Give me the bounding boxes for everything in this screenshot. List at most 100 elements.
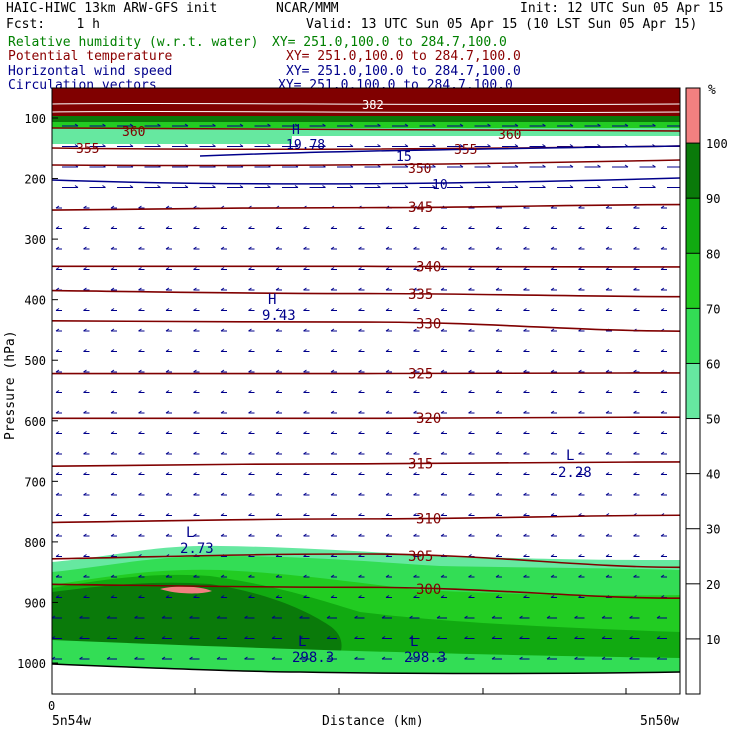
vector-arrow-head: [546, 636, 551, 639]
extremum-l-left-letter: L: [186, 525, 194, 541]
vector-arrow-head: [385, 246, 390, 250]
vector-arrow-head: [358, 472, 362, 475]
extremum-l-left-value: 2.73: [180, 541, 214, 557]
vector-arrow-head: [354, 636, 358, 639]
vector-arrow-head: [514, 144, 519, 147]
vector-arrow-head: [129, 144, 134, 147]
vector-arrow-head: [358, 451, 362, 455]
vector-arrow-head: [523, 451, 527, 455]
vector-arrow-head: [55, 267, 60, 270]
vector-arrow-head: [358, 328, 362, 332]
colorbar-segment: [686, 528, 700, 584]
vector-arrow-head: [385, 431, 390, 434]
vector-arrow-head: [413, 390, 417, 393]
vector-arrow-head: [495, 554, 500, 557]
vector-arrow-head: [220, 267, 225, 270]
vector-arrow-head: [326, 636, 331, 639]
vector-arrow-head: [239, 144, 244, 147]
vector-arrow-head: [377, 144, 381, 147]
colorbar-frame: [685, 87, 701, 695]
field-xy-wind: XY= 251.0,100.0 to 284.7,100.0: [286, 64, 521, 79]
vector-arrow-head: [55, 513, 60, 516]
vector-arrow-head: [275, 533, 280, 537]
vector-arrow-head: [495, 492, 500, 496]
vector-arrow-head: [83, 328, 87, 332]
vector-arrow-head: [193, 595, 197, 598]
colorbar-unit: %: [708, 83, 716, 98]
y-tick-label: 400: [24, 294, 46, 308]
vector-arrow-head: [440, 390, 445, 393]
vector-arrow-head: [248, 369, 252, 373]
vector-arrow-head: [55, 410, 60, 414]
vector-arrow-head: [138, 431, 142, 434]
vector-arrow-head: [193, 390, 197, 393]
vector-arrow-head: [193, 328, 197, 332]
vector-arrow-head: [605, 554, 610, 557]
vector-arrow-head: [468, 431, 472, 434]
vector-arrow-head: [275, 472, 280, 475]
colorbar-label: 50: [706, 413, 720, 427]
vector-arrow-head: [385, 410, 390, 414]
vector-arrow-head: [83, 595, 87, 598]
vector-arrow-head: [413, 287, 417, 291]
vector-arrow-head: [633, 205, 637, 209]
theta-contour-340: [52, 265, 680, 268]
theta-contour-320: [52, 416, 680, 420]
vector-arrow-head: [184, 185, 189, 188]
vector-arrow-head: [358, 554, 362, 557]
vector-arrow-head: [55, 246, 60, 250]
vector-arrow-head: [138, 205, 142, 209]
vector-arrow-head: [275, 349, 280, 352]
vector-arrow-head: [165, 349, 170, 352]
vector-arrow-head: [248, 226, 252, 229]
colorbar-segment: [686, 253, 700, 309]
vector-arrow-head: [569, 123, 574, 127]
vector-arrow-head: [550, 390, 555, 393]
vector-arrow-head: [129, 123, 134, 127]
vector-arrow-head: [487, 123, 491, 127]
vector-arrow-head: [550, 328, 555, 332]
vector-arrow-head: [523, 492, 527, 496]
vector-arrow-head: [275, 492, 280, 496]
vector-arrow-head: [161, 615, 166, 619]
vector-arrow-head: [326, 656, 331, 660]
vector-arrow-head: [358, 595, 362, 598]
vector-arrow-head: [413, 410, 417, 414]
vector-arrow-head: [275, 513, 280, 516]
terrain-line: [52, 663, 680, 675]
upper-theta-label-382: 382: [362, 98, 384, 112]
vector-arrow-head: [491, 636, 496, 639]
vector-arrow-head: [193, 349, 197, 352]
colorbar-segment: [686, 143, 700, 199]
vector-arrow-head: [239, 123, 244, 127]
vector-arrow-head: [468, 390, 472, 393]
vector-arrow-head: [303, 533, 307, 537]
vector-arrow-head: [244, 636, 248, 639]
vector-arrow-head: [83, 246, 87, 250]
vector-arrow-head: [106, 636, 111, 639]
vector-arrow-head: [495, 410, 500, 414]
vector-arrow-head: [633, 410, 637, 414]
vector-arrow-head: [491, 656, 496, 660]
vector-arrow-head: [491, 615, 496, 619]
vector-arrow-head: [165, 451, 170, 455]
vector-arrow-head: [660, 574, 665, 578]
vector-arrow-head: [660, 226, 665, 229]
vector-arrow-head: [440, 472, 445, 475]
theta-label-330: 330: [416, 316, 441, 332]
colorbar-label: 80: [706, 247, 720, 261]
vector-arrow-head: [220, 246, 225, 250]
vector-arrow-head: [212, 144, 216, 147]
vector-arrow-head: [385, 390, 390, 393]
vector-arrow-head: [55, 226, 60, 229]
vector-arrow-head: [633, 349, 637, 352]
vector-arrow-head: [83, 390, 87, 393]
theta-label-305: 305: [408, 549, 433, 565]
vector-arrow-head: [358, 287, 362, 291]
upper-rh-band-2: [52, 122, 680, 128]
vector-arrow-head: [468, 554, 472, 557]
vector-arrow-head: [409, 636, 413, 639]
vector-arrow-head: [55, 349, 60, 352]
vector-arrow-head: [574, 656, 578, 660]
